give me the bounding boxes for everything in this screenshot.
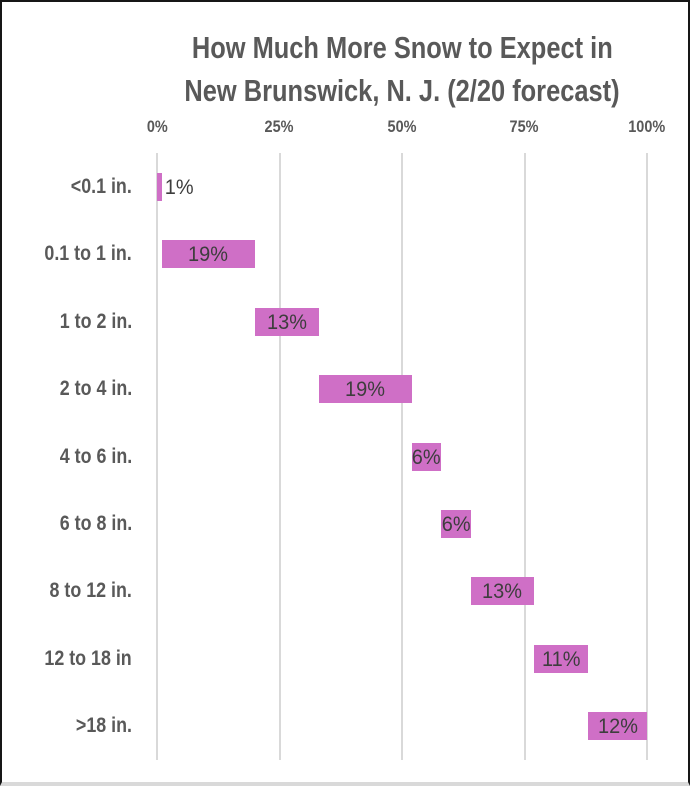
bar-value-text: 6% xyxy=(412,445,441,469)
bar-value-label: 11% xyxy=(519,645,603,673)
chart-title: How Much More Snow to Expect in New Brun… xyxy=(137,26,668,112)
bar xyxy=(470,577,535,606)
bar-value-text: 19% xyxy=(188,243,229,267)
category-label: 0.1 to 1 in. xyxy=(2,239,132,269)
bar-value-label: 6% xyxy=(414,510,498,538)
gridline xyxy=(278,153,281,760)
gridline xyxy=(646,153,648,760)
category-text: <0.1 in. xyxy=(70,174,132,198)
category-text: 1 to 2 in. xyxy=(59,309,132,333)
bar-value-label: 19% xyxy=(166,240,250,268)
category-label: 8 to 12 in. xyxy=(2,576,132,606)
bar xyxy=(161,240,255,269)
category-label: >18 in. xyxy=(2,711,132,741)
bar-value-text: 6% xyxy=(441,512,471,536)
category-text: 4 to 6 in. xyxy=(59,444,132,468)
category-text: 8 to 12 in. xyxy=(49,579,132,603)
chart-title-line-1: How Much More Snow to Expect in xyxy=(191,30,613,65)
category-label: 2 to 4 in. xyxy=(2,374,132,404)
x-tick-text: 75% xyxy=(510,117,539,136)
category-text: 12 to 18 in xyxy=(44,646,132,670)
bar xyxy=(441,509,471,538)
bar-value-text: 13% xyxy=(482,580,523,604)
x-tick-text: 100% xyxy=(628,117,666,136)
bar xyxy=(534,644,589,673)
category-text: 0.1 to 1 in. xyxy=(44,242,132,266)
bar-value-text: 12% xyxy=(597,715,638,739)
bar-value-label: 13% xyxy=(245,308,329,336)
category-label: <0.1 in. xyxy=(2,172,132,202)
bar xyxy=(588,712,647,741)
gridline xyxy=(523,153,526,760)
bar-value-text: 13% xyxy=(266,310,307,334)
bar xyxy=(318,375,412,404)
x-tick-label: 75% xyxy=(485,117,565,137)
category-label: 4 to 6 in. xyxy=(2,442,132,472)
bar xyxy=(411,442,442,471)
bar-value-label: 19% xyxy=(323,375,407,403)
x-tick-text: 25% xyxy=(265,117,294,136)
bar-value-text: 1% xyxy=(164,175,194,199)
bar-value-text: 11% xyxy=(542,647,581,671)
category-label: 12 to 18 in xyxy=(2,644,132,674)
chart-title-line-2: New Brunswick, N. J. (2/20 forecast) xyxy=(184,73,620,108)
x-tick-text: 50% xyxy=(387,117,417,136)
category-label: 1 to 2 in. xyxy=(2,307,132,337)
bar-value-label: 1% xyxy=(164,173,194,201)
x-tick-label: 100% xyxy=(607,117,687,137)
x-tick-text: 0% xyxy=(146,117,168,136)
x-tick-label: 25% xyxy=(240,117,320,137)
gridline xyxy=(401,153,403,760)
category-text: 6 to 8 in. xyxy=(59,511,132,535)
bar xyxy=(255,307,319,336)
bar-value-text: 19% xyxy=(345,378,386,402)
bar-value-label: 13% xyxy=(460,577,544,605)
bar-value-label: 12% xyxy=(576,712,660,740)
x-tick-label: 50% xyxy=(362,117,442,137)
bar-value-label: 6% xyxy=(385,443,469,471)
bar xyxy=(157,172,162,201)
category-label: 6 to 8 in. xyxy=(2,509,132,539)
x-tick-label: 0% xyxy=(117,117,197,137)
category-text: 2 to 4 in. xyxy=(59,377,132,401)
gridline xyxy=(156,153,158,760)
category-text: >18 in. xyxy=(75,714,132,738)
